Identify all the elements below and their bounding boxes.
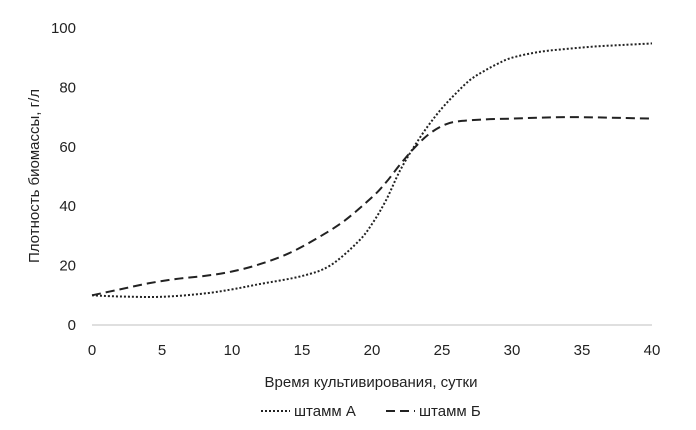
x-tick-label: 30 <box>504 342 521 359</box>
series-layer <box>91 42 653 298</box>
x-tick-label: 40 <box>644 342 661 359</box>
legend-label-series-b: штамм Б <box>419 403 481 420</box>
y-tick-label: 80 <box>59 79 76 96</box>
x-tick-label: 5 <box>158 342 166 359</box>
y-tick-label: 0 <box>68 317 76 334</box>
y-tick-label: 100 <box>51 20 76 37</box>
y-axis-title: Плотность биомассы, г/л <box>26 89 43 263</box>
x-tick-label: 15 <box>294 342 311 359</box>
x-axis-title: Время культивирования, сутки <box>265 374 478 391</box>
y-tick-label: 20 <box>59 258 76 275</box>
legend: штамм А штамм Б <box>261 403 481 420</box>
x-tick-label: 10 <box>224 342 241 359</box>
x-tick-label: 25 <box>434 342 451 359</box>
axes-layer: 0 20 40 60 80 100 0 5 10 15 20 25 30 35 40 <box>51 20 660 359</box>
series-line-a <box>91 42 653 298</box>
y-tick-label: 60 <box>59 139 76 156</box>
legend-label-series-a: штамм А <box>294 403 356 420</box>
y-tick-label: 40 <box>59 198 76 215</box>
x-tick-label: 0 <box>88 342 96 359</box>
labels-layer: Время культивирования, сутки Плотность б… <box>26 89 477 391</box>
series-line-b <box>91 116 653 297</box>
x-tick-label: 35 <box>574 342 591 359</box>
x-tick-label: 20 <box>364 342 381 359</box>
